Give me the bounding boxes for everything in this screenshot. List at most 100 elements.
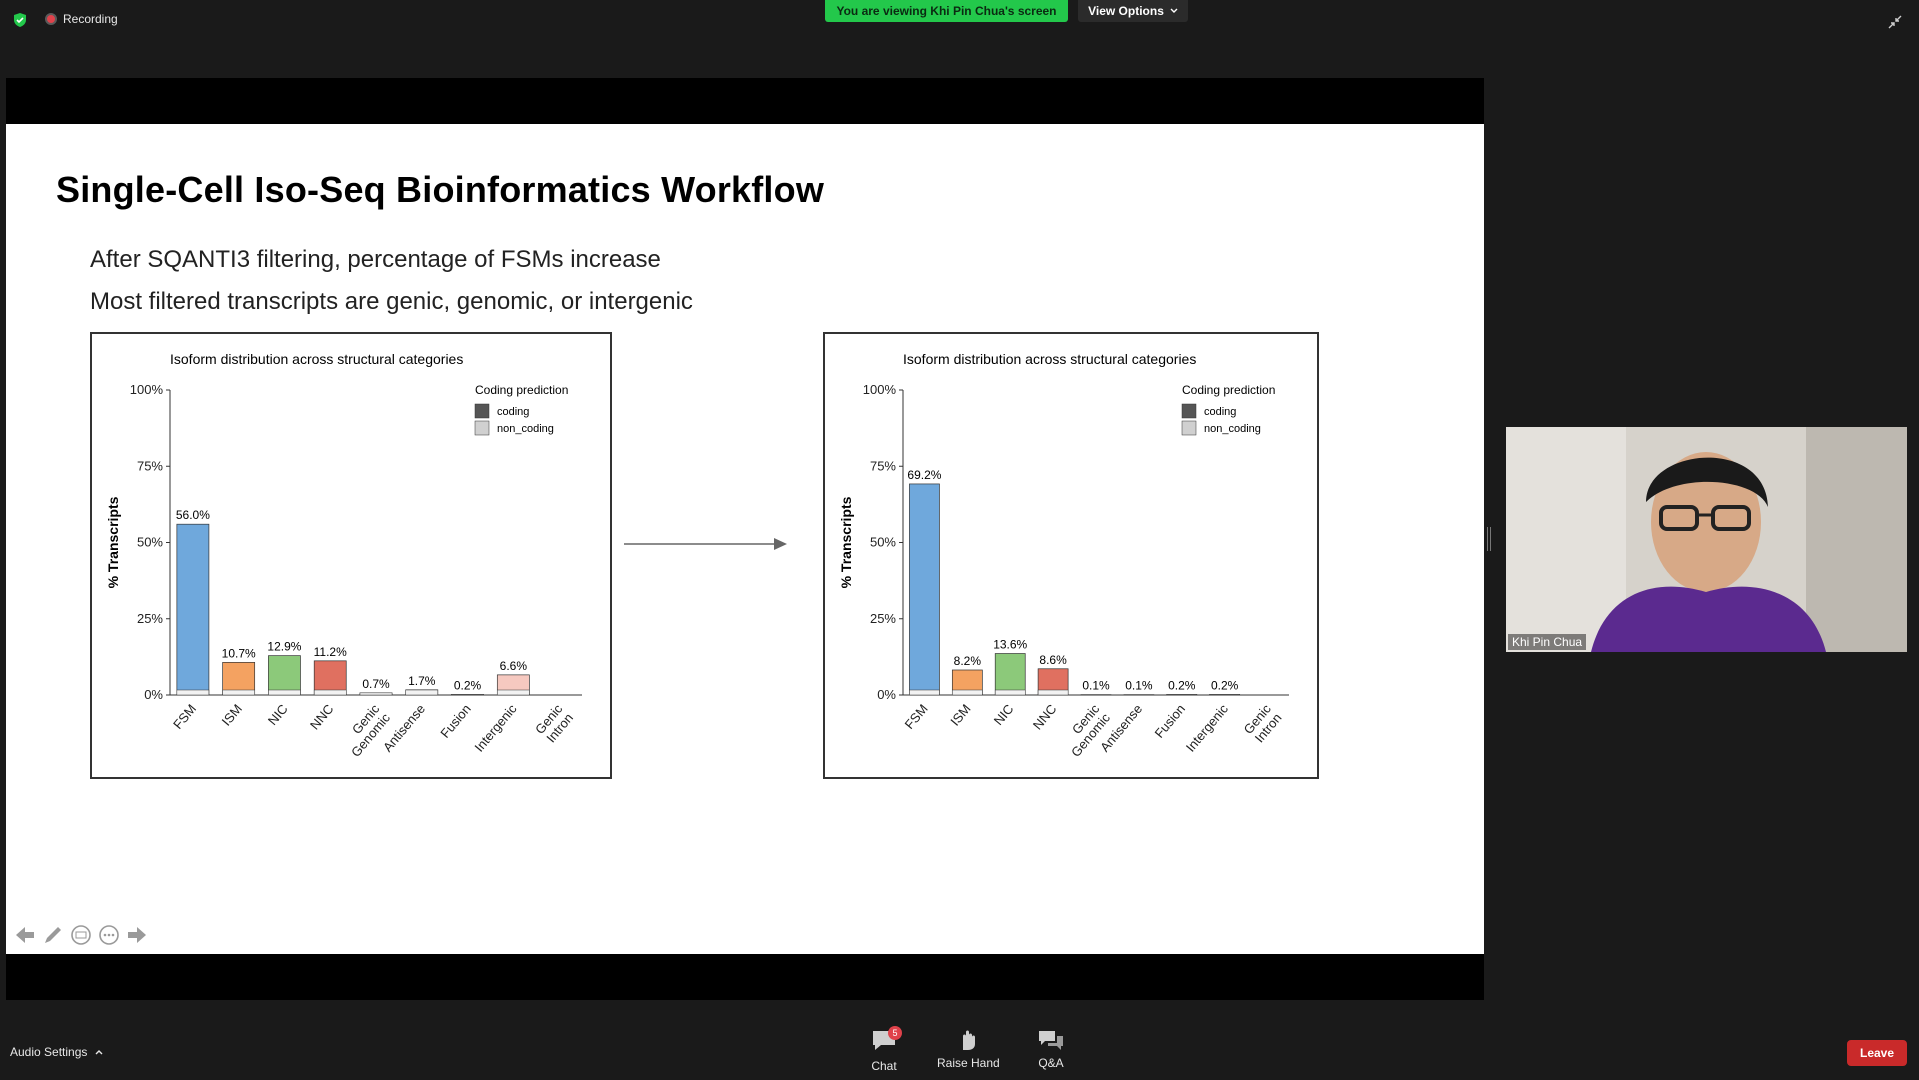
bar-noncoding-segment	[952, 689, 983, 696]
security-shield-icon[interactable]	[12, 12, 28, 28]
raise-hand-button[interactable]: Raise Hand	[937, 1028, 1000, 1070]
bar-nic	[994, 653, 1026, 696]
y-tick-label: 50%	[870, 535, 896, 550]
leave-button[interactable]: Leave	[1847, 1040, 1907, 1066]
arrow-right-icon	[624, 538, 787, 550]
more-options-icon[interactable]	[98, 924, 120, 946]
panel-resize-handle[interactable]	[1487, 527, 1491, 551]
bar-noncoding-segment	[222, 689, 255, 696]
slide-title: Single-Cell Iso-Seq Bioinformatics Workf…	[56, 169, 825, 210]
y-tick-label: 50%	[137, 535, 163, 550]
record-icon	[45, 13, 57, 25]
slides-grid-icon[interactable]	[70, 924, 92, 946]
bar-noncoding-segment	[1209, 694, 1240, 696]
bar-noncoding-segment	[268, 689, 301, 696]
bar-noncoding-segment	[359, 692, 393, 696]
y-tick-label: 75%	[137, 458, 163, 473]
chevron-up-icon	[95, 1050, 103, 1055]
bar-noncoding-segment	[1166, 694, 1198, 696]
y-tick-label: 25%	[870, 611, 896, 626]
bar-value-label: 0.1%	[1125, 679, 1153, 693]
y-tick-label: 75%	[870, 458, 896, 473]
x-tick-label: GenicGenomic	[337, 701, 393, 760]
bar-noncoding-segment	[994, 689, 1026, 696]
bar-noncoding-segment	[451, 694, 484, 696]
exit-fullscreen-icon[interactable]	[1887, 14, 1903, 30]
x-tick-label: ISM	[219, 701, 245, 728]
y-tick-label: 100%	[130, 382, 164, 397]
chat-button[interactable]: 5 Chat	[870, 1026, 902, 1073]
legend-swatch	[1181, 403, 1197, 419]
next-slide-icon[interactable]	[126, 924, 148, 946]
bar-noncoding-segment	[176, 689, 210, 696]
chat-unread-badge: 5	[888, 1026, 902, 1040]
x-tick-label: NNC	[307, 701, 337, 732]
bar-value-label: 0.2%	[454, 678, 482, 692]
bar-value-label: 8.6%	[1039, 653, 1067, 667]
x-tick-label: Intergenic	[471, 701, 520, 755]
legend-item: non_coding	[1204, 423, 1261, 435]
qa-icon	[1039, 1031, 1063, 1050]
bar-value-label: 12.9%	[267, 640, 301, 654]
bar-nnc	[313, 660, 347, 696]
bar-value-label: 8.2%	[954, 654, 982, 668]
bar-value-label: 1.7%	[408, 674, 436, 688]
legend-swatch	[1181, 420, 1197, 436]
screen-share-banner: You are viewing Khi Pin Chua's screen	[825, 0, 1068, 22]
participant-name: Khi Pin Chua	[1508, 634, 1587, 650]
y-tick-label: 25%	[137, 611, 163, 626]
bar-value-label: 0.1%	[1082, 679, 1110, 693]
bar-value-label: 6.6%	[500, 659, 528, 673]
raise-hand-label: Raise Hand	[937, 1056, 1000, 1070]
x-tick-label: GenicIntron	[532, 701, 576, 746]
chat-label: Chat	[871, 1059, 897, 1073]
legend-title: Coding prediction	[1182, 383, 1275, 397]
legend-item: coding	[1204, 406, 1236, 418]
qa-button[interactable]: Q&A	[1037, 1028, 1065, 1070]
bar-value-label: 13.6%	[993, 638, 1027, 652]
slide-nav-toolbar	[14, 924, 148, 946]
x-tick-label: Fusion	[1151, 701, 1188, 741]
participant-video-frame	[1506, 427, 1907, 652]
bar-fsm	[176, 523, 210, 696]
audio-settings-label: Audio Settings	[10, 1045, 88, 1059]
y-axis-label: % Transcripts	[105, 496, 121, 588]
view-options-button[interactable]: View Options	[1078, 0, 1188, 22]
x-tick-label: NIC	[991, 701, 1017, 728]
x-tick-label: Antisense	[380, 701, 428, 754]
bar-noncoding-segment	[405, 689, 439, 696]
legend-title: Coding prediction	[475, 383, 568, 397]
previous-slide-icon[interactable]	[14, 924, 36, 946]
legend-swatch	[474, 420, 490, 436]
bar-fsm	[909, 483, 940, 696]
legend-swatch	[474, 403, 490, 419]
bar-value-label: 0.2%	[1211, 678, 1239, 692]
chart-before-filtering: Isoform distribution across structural c…	[90, 332, 612, 779]
bar-value-label: 69.2%	[907, 468, 941, 482]
bar-noncoding-segment	[497, 689, 530, 696]
y-tick-label: 0%	[877, 687, 896, 702]
bar-value-label: 56.0%	[176, 508, 210, 522]
y-tick-label: 100%	[863, 382, 897, 397]
legend-item: non_coding	[497, 423, 554, 435]
participant-video[interactable]: Khi Pin Chua	[1506, 427, 1907, 652]
slide-bullet-2: Most filtered transcripts are genic, gen…	[90, 288, 693, 315]
bar-value-label: 0.7%	[362, 677, 390, 691]
bar-value-label: 10.7%	[222, 646, 256, 660]
raise-hand-icon	[963, 1030, 976, 1050]
chart-title: Isoform distribution across structural c…	[170, 351, 463, 367]
y-axis-label: % Transcripts	[838, 496, 854, 588]
pen-icon[interactable]	[42, 924, 64, 946]
audio-settings-button[interactable]: Audio Settings	[10, 1045, 103, 1059]
shared-screen[interactable]: Single-Cell Iso-Seq Bioinformatics Workf…	[6, 78, 1484, 1000]
y-tick-label: 0%	[144, 687, 163, 702]
legend-item: coding	[497, 406, 529, 418]
x-tick-label: GenicIntron	[1241, 701, 1285, 746]
bar-noncoding-segment	[313, 689, 347, 696]
x-tick-label: Intergenic	[1183, 701, 1232, 755]
bar-nic	[268, 655, 301, 696]
recording-indicator[interactable]: Recording	[45, 12, 118, 26]
bar-noncoding-segment	[1037, 689, 1069, 696]
qa-label: Q&A	[1038, 1056, 1064, 1070]
recording-label: Recording	[63, 12, 118, 26]
